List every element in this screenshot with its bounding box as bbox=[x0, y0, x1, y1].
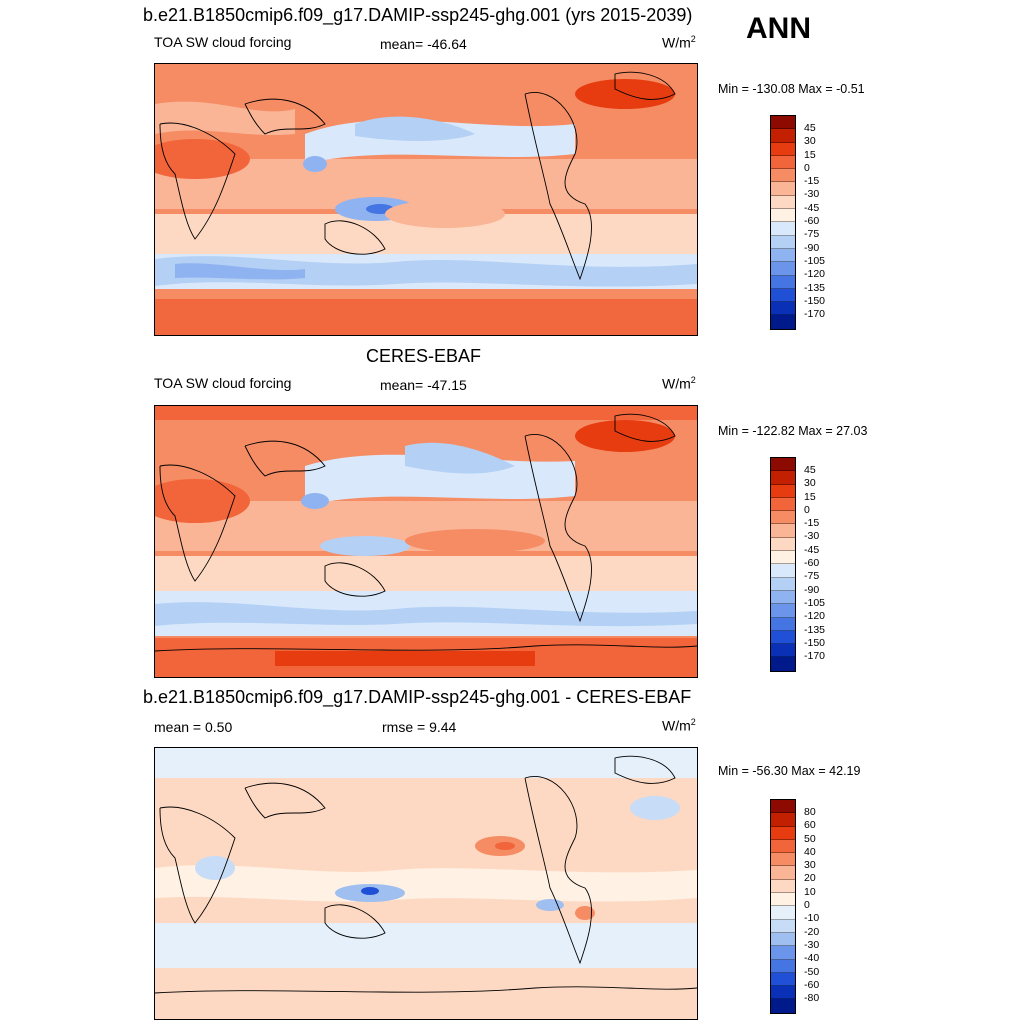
colorbar-tick-label: -80 bbox=[804, 992, 820, 1005]
panel-3-mean-label: mean = 0.50 bbox=[154, 719, 233, 735]
colorbar-tick-label: -170 bbox=[804, 650, 826, 663]
colorbar-tick-label: -15 bbox=[804, 175, 820, 188]
colorbar-tick-label: 40 bbox=[804, 845, 816, 858]
panel-2-colorbar-labels: 45 30 15 0 -15 -30 -45 -60 -75 -90 -105 -120 -135 -15… bbox=[804, 464, 825, 663]
panel-1-colorbar bbox=[770, 115, 796, 330]
colorbar-tick-label: 80 bbox=[804, 806, 816, 818]
colorbar-tick-label: 30 bbox=[804, 477, 816, 490]
colorbar-tick-label: -105 bbox=[804, 254, 826, 267]
colorbar-tick-label: 20 bbox=[804, 872, 816, 885]
colorbar-tick-label: -30 bbox=[804, 188, 820, 201]
colorbar-tick-label: 15 bbox=[804, 490, 816, 503]
colorbar-tick-label: -150 bbox=[804, 636, 826, 649]
colorbar-tick-label: -60 bbox=[804, 557, 820, 570]
season-label: ANN bbox=[746, 12, 811, 45]
colorbar-tick-label: -30 bbox=[804, 530, 820, 543]
colorbar-tick-label: -90 bbox=[804, 241, 820, 254]
colorbar-tick-label: -15 bbox=[804, 517, 820, 530]
colorbar-tick-label: -105 bbox=[804, 596, 826, 609]
panel-2-variable-label: TOA SW cloud forcing bbox=[154, 375, 292, 391]
colorbar-tick-label: -40 bbox=[804, 952, 820, 965]
panel-2-minmax: Min = -122.82 Max = 27.03 bbox=[718, 424, 868, 438]
panel-1-units: W/m2 bbox=[662, 34, 696, 51]
colorbar-tick-label: -150 bbox=[804, 294, 826, 307]
colorbar-tick-label: -10 bbox=[804, 912, 820, 925]
colorbar-tick-label: 10 bbox=[804, 885, 816, 898]
panel-2-units: W/m2 bbox=[662, 375, 696, 392]
panel-3-minmax: Min = -56.30 Max = 42.19 bbox=[718, 764, 861, 778]
panel-1-map bbox=[154, 63, 698, 336]
panel-3-colorbar-labels: 80 60 50 40 30 20 10 0 -10 -20 -30 -40 -50 -60 -80 bbox=[804, 806, 819, 1005]
colorbar-tick-label: -90 bbox=[804, 583, 820, 596]
panel-2-mean-label: mean= -47.15 bbox=[380, 377, 467, 393]
colorbar-tick-label: 45 bbox=[804, 464, 816, 476]
panel-1-mean-label: mean= -46.64 bbox=[380, 36, 467, 52]
colorbar-tick-label: 0 bbox=[804, 503, 810, 516]
colorbar-tick-label: -75 bbox=[804, 570, 820, 583]
colorbar-tick-label: -45 bbox=[804, 201, 820, 214]
colorbar-tick-label: -60 bbox=[804, 215, 820, 228]
panel-3-colorbar bbox=[770, 799, 796, 1014]
colorbar-tick-label: -45 bbox=[804, 543, 820, 556]
panel-1-variable-label: TOA SW cloud forcing bbox=[154, 34, 292, 50]
panel-2-title: CERES-EBAF bbox=[366, 346, 482, 366]
colorbar-tick-label: 50 bbox=[804, 832, 816, 845]
panel-2-colorbar bbox=[770, 457, 796, 672]
colorbar-tick-label: 0 bbox=[804, 161, 810, 174]
colorbar-tick-label: 0 bbox=[804, 899, 810, 912]
panel-2-map bbox=[154, 405, 698, 678]
panel-3-units: W/m2 bbox=[662, 717, 696, 734]
panel-1-colorbar-labels: 45 30 15 0 -15 -30 -45 -60 -75 -90 -105 -120 -135 -15… bbox=[804, 122, 825, 321]
colorbar-tick-label: 15 bbox=[804, 148, 816, 161]
panel-1-minmax: Min = -130.08 Max = -0.51 bbox=[718, 82, 865, 96]
colorbar-tick-label: -30 bbox=[804, 938, 820, 951]
colorbar-tick-label: 45 bbox=[804, 122, 816, 134]
colorbar-tick-label: 30 bbox=[804, 135, 816, 148]
colorbar-tick-label: -20 bbox=[804, 925, 820, 938]
panel-3-rmse-label: rmse = 9.44 bbox=[382, 719, 457, 735]
colorbar-tick-label: 30 bbox=[804, 859, 816, 872]
panel-3-map bbox=[154, 747, 698, 1020]
colorbar-tick-label: -135 bbox=[804, 623, 826, 636]
colorbar-tick-label: -120 bbox=[804, 610, 826, 623]
colorbar-tick-label: -50 bbox=[804, 965, 820, 978]
colorbar-tick-label: -135 bbox=[804, 281, 826, 294]
colorbar-tick-label: 60 bbox=[804, 819, 816, 832]
colorbar-tick-label: -120 bbox=[804, 268, 826, 281]
panel-1-title: b.e21.B1850cmip6.f09_g17.DAMIP-ssp245-gh… bbox=[143, 5, 693, 25]
colorbar-tick-label: -60 bbox=[804, 978, 820, 991]
panel-3-title: b.e21.B1850cmip6.f09_g17.DAMIP-ssp245-gh… bbox=[143, 687, 692, 707]
colorbar-tick-label: -170 bbox=[804, 308, 826, 321]
colorbar-tick-label: -75 bbox=[804, 228, 820, 241]
